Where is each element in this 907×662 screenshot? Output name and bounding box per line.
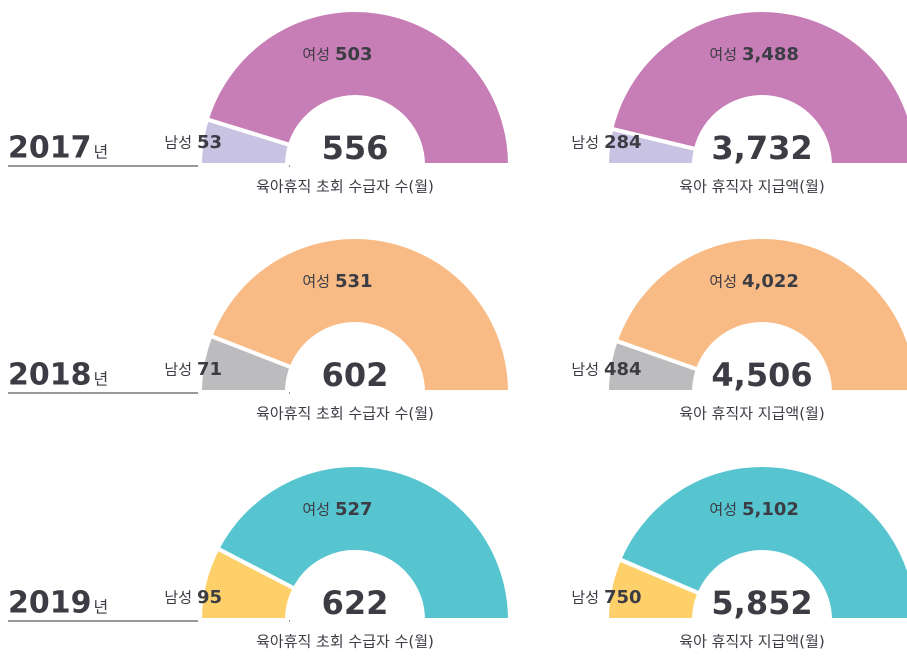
total: 4,506	[711, 356, 812, 394]
female-label: 여성	[709, 46, 737, 64]
slice	[616, 463, 907, 622]
female-label: 여성	[302, 273, 330, 291]
year-suffix: 년	[94, 598, 109, 617]
total: 622	[322, 584, 389, 622]
male-label: 남성	[164, 134, 192, 152]
year-suffix: 년	[94, 143, 109, 162]
slice	[214, 463, 513, 622]
year-label: 2017	[8, 131, 92, 166]
caption: 육아 휴직자 지급액(월)	[679, 405, 824, 423]
total: 602	[322, 356, 389, 394]
male-value: 53	[197, 132, 222, 153]
year-label: 2018	[8, 358, 92, 393]
caption: 육아 휴직자 지급액(월)	[679, 633, 824, 651]
year-label: 2019	[8, 586, 92, 621]
female-value: 527	[335, 499, 373, 520]
female-value: 503	[335, 44, 373, 65]
slice	[207, 235, 513, 394]
caption: 육아휴직 초회 수급자 수(월)	[256, 178, 434, 196]
male-value: 284	[604, 132, 642, 153]
male-label: 남성	[164, 361, 192, 379]
female-value: 5,102	[742, 499, 799, 520]
male-label: 남성	[164, 589, 192, 607]
female-value: 4,022	[742, 271, 799, 292]
female-label: 여성	[302, 46, 330, 64]
male-value: 484	[604, 359, 642, 380]
total: 3,732	[711, 129, 812, 167]
female-label: 여성	[302, 501, 330, 519]
male-label: 남성	[571, 361, 599, 379]
total: 556	[322, 129, 389, 167]
male-value: 95	[197, 587, 222, 608]
male-value: 71	[197, 359, 222, 380]
year-suffix: 년	[94, 370, 109, 389]
male-label: 남성	[571, 134, 599, 152]
total: 5,852	[711, 584, 812, 622]
caption: 육아휴직 초회 수급자 수(월)	[256, 633, 434, 651]
male-value: 750	[604, 587, 642, 608]
female-value: 3,488	[742, 44, 799, 65]
slice	[204, 8, 513, 167]
caption: 육아 휴직자 지급액(월)	[679, 178, 824, 196]
female-value: 531	[335, 271, 373, 292]
slice	[613, 235, 907, 394]
female-label: 여성	[709, 273, 737, 291]
female-label: 여성	[709, 501, 737, 519]
caption: 육아휴직 초회 수급자 수(월)	[256, 405, 434, 423]
male-label: 남성	[571, 589, 599, 607]
